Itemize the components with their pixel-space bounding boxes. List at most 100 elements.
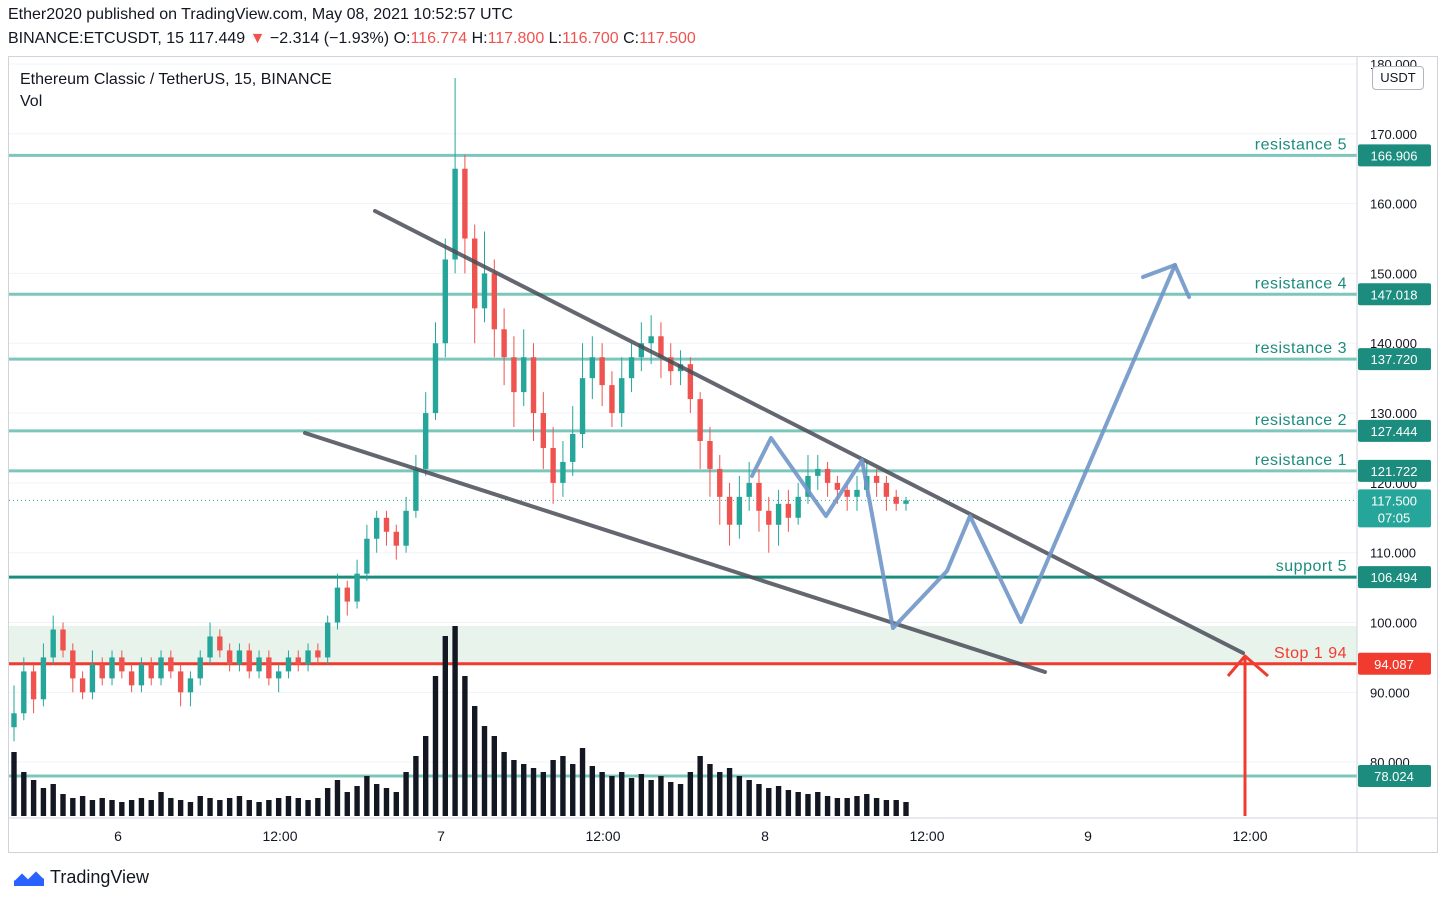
candle-body bbox=[324, 622, 331, 658]
volume-bar bbox=[207, 798, 213, 816]
candle-body bbox=[422, 413, 429, 469]
currency-unit-button[interactable]: USDT bbox=[1372, 66, 1424, 90]
time-tick-label: 7 bbox=[437, 828, 445, 844]
price-tick-label: 140.000 bbox=[1370, 336, 1417, 351]
candle-body bbox=[668, 357, 674, 372]
candle-body bbox=[305, 650, 311, 665]
volume-bar bbox=[373, 784, 380, 816]
volume-bar bbox=[540, 772, 547, 816]
candle-body bbox=[128, 671, 135, 686]
candle-body bbox=[21, 671, 27, 714]
candle-body bbox=[511, 357, 517, 393]
candle-body bbox=[756, 482, 762, 511]
volume-bar bbox=[775, 786, 782, 816]
candle-body bbox=[550, 447, 556, 483]
time-tick-label: 9 bbox=[1084, 828, 1092, 844]
chart-legend-title[interactable]: Ethereum Classic / TetherUS, 15, BINANCE bbox=[20, 71, 332, 88]
candle-body bbox=[60, 629, 66, 651]
candle-body bbox=[11, 713, 17, 728]
candle-body bbox=[354, 573, 360, 602]
candle-body bbox=[79, 678, 86, 693]
candle-body bbox=[873, 475, 880, 483]
candle-body bbox=[491, 273, 498, 330]
close-value: 117.500 bbox=[639, 30, 696, 47]
volume-bar bbox=[501, 752, 507, 816]
candle-body bbox=[707, 440, 713, 469]
volume-bar bbox=[119, 802, 125, 816]
time-tick-label: 12:00 bbox=[262, 828, 297, 844]
volume-bar bbox=[854, 796, 860, 816]
candle-body bbox=[648, 336, 654, 344]
volume-bar bbox=[481, 726, 488, 816]
candle-body bbox=[687, 364, 694, 400]
time-tick-label: 12:00 bbox=[585, 828, 620, 844]
candle-body bbox=[295, 657, 301, 665]
volume-bar bbox=[413, 756, 419, 816]
price-tick-label: 170.000 bbox=[1370, 127, 1417, 142]
volume-bar bbox=[60, 794, 66, 816]
candle-body bbox=[903, 500, 909, 504]
volume-bar bbox=[285, 796, 292, 816]
volume-bar bbox=[599, 772, 605, 816]
volume-bar bbox=[697, 756, 703, 816]
price-tick-label: 130.000 bbox=[1370, 406, 1417, 421]
candle-body bbox=[619, 378, 625, 414]
candle-body bbox=[658, 336, 664, 358]
time-tick-label: 6 bbox=[114, 828, 122, 844]
volume-bar bbox=[236, 796, 243, 816]
candle-body bbox=[226, 650, 233, 665]
volume-bar bbox=[168, 798, 174, 816]
volume-legend[interactable]: Vol bbox=[20, 93, 43, 110]
volume-bar bbox=[589, 766, 596, 816]
price-tag-bg bbox=[1358, 459, 1431, 482]
volume-bar bbox=[158, 792, 164, 816]
volume-bar bbox=[99, 798, 105, 816]
volume-bar bbox=[266, 800, 272, 816]
volume-bar bbox=[550, 760, 556, 816]
volume-bar bbox=[226, 798, 233, 816]
volume-bar bbox=[462, 676, 468, 816]
volume-bar bbox=[824, 796, 831, 816]
volume-bar bbox=[903, 802, 909, 816]
price-axis: 180.000170.000160.000150.000140.000130.0… bbox=[1356, 57, 1431, 852]
candle-body bbox=[344, 587, 350, 602]
price-tag-bg bbox=[1358, 652, 1431, 675]
volume-bar bbox=[785, 790, 792, 816]
candle-body bbox=[40, 657, 47, 700]
projection-path bbox=[750, 263, 1177, 630]
volume-bar bbox=[560, 756, 566, 816]
candle-body bbox=[638, 343, 645, 358]
volume-bar bbox=[873, 798, 880, 816]
candle-body bbox=[364, 538, 370, 574]
candle-body bbox=[766, 510, 772, 525]
volume-bar bbox=[109, 800, 115, 816]
volume-bar bbox=[305, 800, 311, 816]
volume-bar bbox=[128, 800, 135, 816]
price-tag-bg bbox=[1358, 283, 1431, 306]
volume-bar bbox=[89, 800, 96, 816]
volume-bar bbox=[452, 626, 458, 816]
candle-body bbox=[579, 378, 586, 435]
last-price: 117.449 bbox=[188, 30, 246, 47]
volume-bar bbox=[579, 748, 586, 816]
level-label: resistance 3 bbox=[1255, 340, 1347, 357]
time-tick-label: 12:00 bbox=[909, 828, 944, 844]
candle-body bbox=[521, 357, 527, 393]
volume-bar bbox=[570, 764, 576, 816]
candle-body bbox=[560, 461, 566, 483]
volume-bar bbox=[766, 788, 772, 816]
candle-body bbox=[413, 468, 419, 511]
candle-body bbox=[285, 657, 292, 672]
candle-body bbox=[628, 357, 635, 379]
volume-bar bbox=[844, 798, 850, 816]
volume-bar bbox=[687, 772, 694, 816]
candle-body bbox=[89, 664, 96, 693]
volume-bar bbox=[21, 772, 27, 816]
candle-body bbox=[570, 434, 576, 462]
low-value: 116.700 bbox=[562, 30, 619, 47]
tradingview-footer[interactable]: TradingView bbox=[12, 866, 149, 888]
current-price-tag bbox=[1358, 489, 1431, 528]
lower-trend-line bbox=[303, 431, 1047, 674]
open-value: 116.774 bbox=[410, 30, 468, 47]
